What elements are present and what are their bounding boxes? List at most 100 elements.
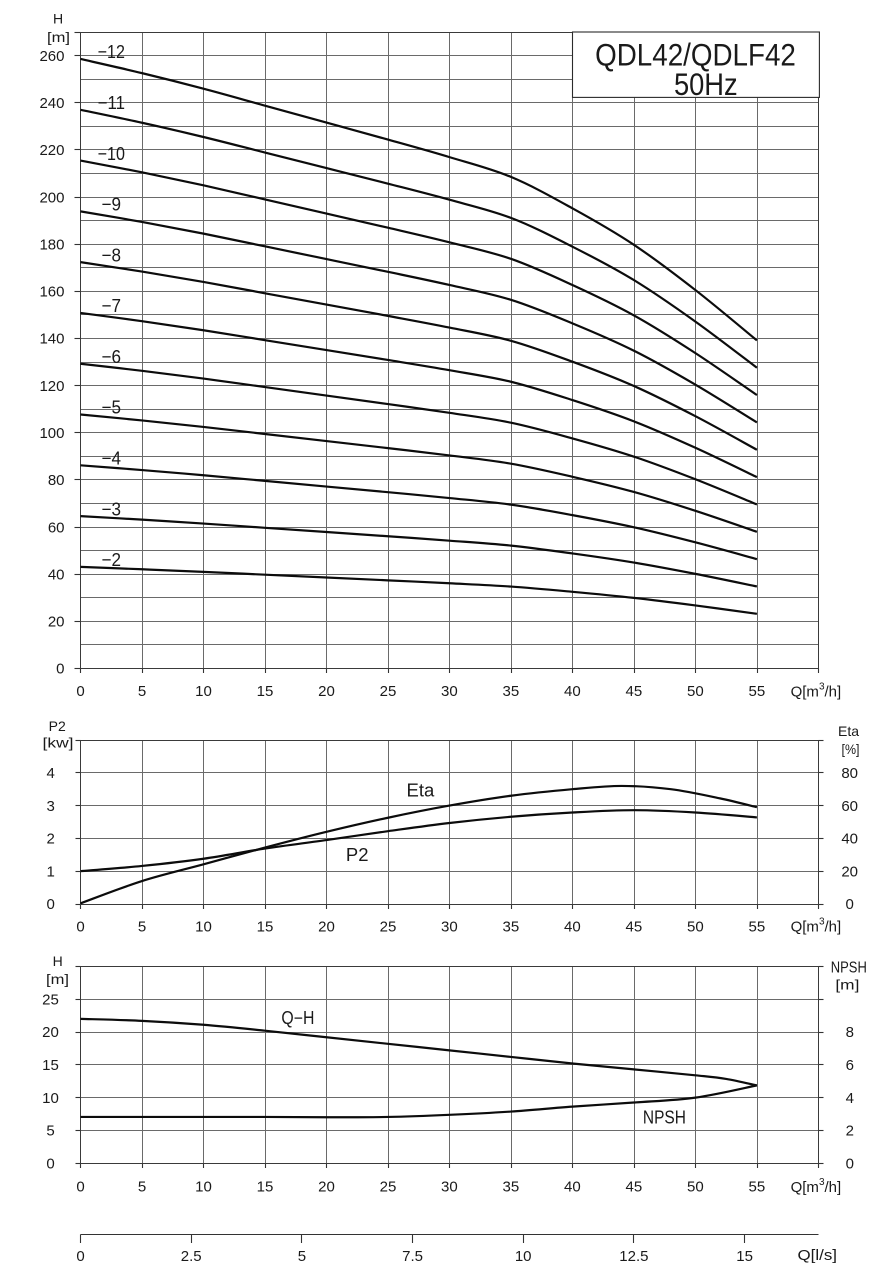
svg-text:−4: −4: [102, 448, 122, 469]
svg-text:−12: −12: [98, 41, 125, 62]
svg-text:0: 0: [46, 1155, 54, 1172]
svg-text:−7: −7: [102, 295, 122, 316]
svg-text:0: 0: [76, 683, 84, 700]
svg-text:0: 0: [76, 919, 84, 936]
svg-text:35: 35: [503, 1179, 520, 1196]
svg-text:100: 100: [39, 425, 64, 442]
svg-text:15: 15: [42, 1057, 59, 1074]
svg-text:180: 180: [39, 236, 64, 253]
svg-text:260: 260: [39, 48, 64, 65]
svg-text:P2: P2: [346, 844, 369, 865]
svg-text:Q[m3/h]: Q[m3/h]: [791, 681, 842, 700]
svg-text:0: 0: [76, 1179, 84, 1196]
svg-text:35: 35: [503, 919, 520, 936]
svg-text:−10: −10: [98, 143, 125, 164]
svg-text:80: 80: [48, 472, 65, 489]
svg-text:50: 50: [687, 1179, 704, 1196]
svg-text:Eta: Eta: [407, 780, 435, 801]
svg-text:Eta: Eta: [838, 723, 859, 739]
svg-text:Q[m3/h]: Q[m3/h]: [791, 1177, 842, 1196]
svg-text:55: 55: [749, 683, 766, 700]
svg-text:Q[l/s]: Q[l/s]: [798, 1247, 838, 1264]
svg-text:Q−H: Q−H: [281, 1008, 314, 1028]
svg-text:−5: −5: [102, 397, 122, 418]
svg-text:40: 40: [564, 683, 581, 700]
svg-text:40: 40: [564, 919, 581, 936]
svg-text:55: 55: [749, 919, 766, 936]
svg-text:140: 140: [39, 331, 64, 348]
svg-text:10: 10: [195, 1179, 212, 1196]
svg-text:160: 160: [39, 284, 64, 301]
svg-text:240: 240: [39, 95, 64, 112]
svg-text:45: 45: [626, 919, 643, 936]
svg-text:35: 35: [503, 683, 520, 700]
svg-text:[m]: [m]: [47, 29, 70, 45]
svg-text:0: 0: [846, 896, 854, 913]
svg-text:0: 0: [47, 896, 55, 913]
svg-text:10: 10: [195, 683, 212, 700]
svg-text:15: 15: [736, 1248, 753, 1265]
svg-text:20: 20: [841, 863, 858, 880]
svg-text:60: 60: [841, 798, 858, 815]
svg-text:40: 40: [564, 1179, 581, 1196]
svg-text:0: 0: [846, 1155, 854, 1172]
svg-text:8: 8: [846, 1024, 854, 1041]
svg-text:P2: P2: [49, 718, 66, 734]
svg-text:220: 220: [39, 142, 64, 159]
svg-text:7.5: 7.5: [402, 1248, 423, 1265]
svg-text:5: 5: [298, 1248, 306, 1265]
svg-text:4: 4: [846, 1090, 854, 1107]
svg-text:−6: −6: [102, 346, 122, 367]
svg-text:[%]: [%]: [842, 741, 860, 757]
svg-text:25: 25: [380, 683, 397, 700]
svg-text:10: 10: [195, 919, 212, 936]
svg-text:50: 50: [687, 683, 704, 700]
svg-text:5: 5: [46, 1123, 54, 1140]
svg-text:40: 40: [841, 831, 858, 848]
svg-text:5: 5: [138, 919, 146, 936]
svg-text:4: 4: [47, 765, 55, 782]
svg-text:10: 10: [515, 1248, 532, 1265]
svg-text:15: 15: [257, 1179, 274, 1196]
svg-text:25: 25: [380, 1179, 397, 1196]
svg-text:0: 0: [56, 661, 64, 678]
svg-text:25: 25: [42, 991, 59, 1008]
svg-text:60: 60: [48, 519, 65, 536]
svg-text:5: 5: [138, 683, 146, 700]
svg-text:[kw]: [kw]: [43, 735, 74, 751]
svg-text:−11: −11: [98, 92, 125, 113]
svg-text:20: 20: [318, 1179, 335, 1196]
svg-text:40: 40: [48, 566, 65, 583]
svg-text:50: 50: [687, 919, 704, 936]
svg-text:20: 20: [48, 614, 65, 631]
svg-text:20: 20: [318, 919, 335, 936]
svg-text:QDL42/QDLF42: QDL42/QDLF42: [595, 36, 796, 72]
svg-text:[m]: [m]: [46, 971, 69, 987]
svg-text:200: 200: [39, 189, 64, 206]
svg-text:15: 15: [257, 919, 274, 936]
svg-text:20: 20: [42, 1024, 59, 1041]
svg-text:45: 45: [626, 1179, 643, 1196]
svg-text:Q[m3/h]: Q[m3/h]: [791, 917, 842, 936]
svg-text:6: 6: [846, 1057, 854, 1074]
svg-text:12.5: 12.5: [619, 1248, 648, 1265]
svg-text:50Hz: 50Hz: [674, 66, 738, 102]
svg-text:0: 0: [76, 1248, 84, 1265]
svg-text:2: 2: [47, 831, 55, 848]
svg-text:−3: −3: [102, 498, 122, 519]
svg-text:−2: −2: [102, 549, 122, 570]
svg-text:−8: −8: [102, 244, 122, 265]
svg-text:NPSH: NPSH: [643, 1107, 686, 1128]
svg-text:NPSH: NPSH: [831, 960, 867, 977]
svg-text:80: 80: [841, 765, 858, 782]
svg-text:30: 30: [441, 1179, 458, 1196]
svg-text:120: 120: [39, 378, 64, 395]
svg-text:30: 30: [441, 683, 458, 700]
svg-text:25: 25: [380, 919, 397, 936]
svg-text:10: 10: [42, 1090, 59, 1107]
svg-text:3: 3: [47, 798, 55, 815]
svg-text:H: H: [53, 953, 63, 969]
svg-text:[m]: [m]: [835, 977, 859, 993]
svg-text:45: 45: [626, 683, 643, 700]
svg-text:5: 5: [138, 1179, 146, 1196]
